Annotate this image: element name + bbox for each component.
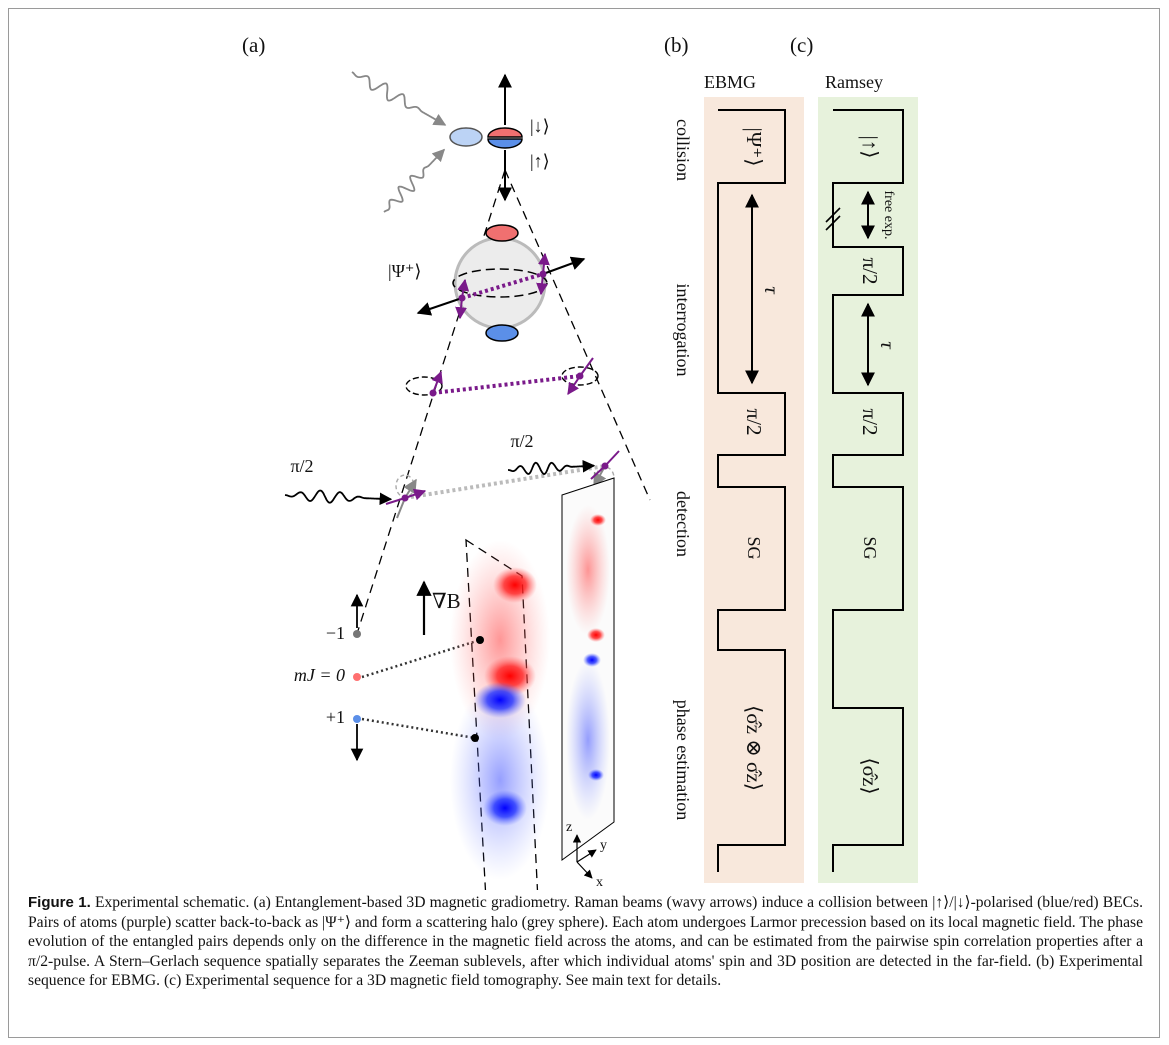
atom (459, 295, 466, 302)
pulse-label: π/2 (290, 456, 313, 476)
bec (450, 128, 482, 146)
wave (352, 72, 440, 122)
arrow (438, 121, 445, 125)
level (353, 673, 361, 681)
atom (577, 373, 584, 380)
pair-link (433, 376, 580, 393)
block-label: π/2 (858, 409, 882, 436)
detection-image (450, 478, 614, 890)
atom (402, 495, 409, 502)
raman-beams (352, 72, 445, 212)
cloud (566, 505, 610, 635)
panel-title: EBMG (704, 72, 756, 92)
bec-down (486, 225, 518, 241)
atom (430, 390, 437, 397)
state-label: |Ψ⁺⟩ (388, 261, 421, 281)
bec-up (486, 325, 518, 341)
page: Figure 1 { "figure": { "panel_a": { "lab… (0, 0, 1169, 1045)
axis-label: y (600, 838, 607, 853)
atom (471, 734, 479, 742)
block-label: π/2 (858, 258, 882, 285)
atom (476, 636, 484, 644)
panel-label: (a) (242, 33, 265, 57)
axis (577, 862, 592, 878)
cloud (483, 790, 527, 826)
body: (a) |↓⟩ |↑⟩ |Ψ⁺⟩ π/2 π/2 −1 (0, 0, 1169, 1045)
cloud (493, 567, 537, 603)
halo (455, 238, 545, 328)
wave (508, 463, 588, 474)
block-label: |↑⟩ (858, 136, 882, 159)
block-label: SG (744, 536, 764, 559)
axis-label: z (566, 820, 572, 835)
block-label: |Ψ⁺⟩ (742, 128, 766, 167)
cloud (583, 653, 601, 667)
level (353, 630, 361, 638)
arrow (439, 150, 445, 156)
wave (384, 154, 440, 212)
stage-label: phase estimation (673, 700, 693, 820)
panel-label: (c) (790, 33, 813, 57)
state-label: |↑⟩ (530, 151, 550, 171)
cloud (566, 660, 610, 820)
bec-up (488, 139, 522, 148)
panel-label: (b) (664, 33, 689, 57)
block-label: free exp. (881, 191, 896, 240)
block-label: SG (860, 536, 880, 559)
bec-down (488, 128, 522, 137)
atom (540, 271, 547, 278)
stage-label: collision (673, 119, 693, 181)
level-label: mJ = 0 (294, 665, 345, 685)
level (353, 715, 361, 723)
cloud (587, 628, 605, 642)
block-label: ⟨σ̂z⟩ (858, 757, 882, 794)
level-label: −1 (326, 623, 345, 643)
figure: (a) |↓⟩ |↑⟩ |Ψ⁺⟩ π/2 π/2 −1 (0, 0, 1169, 890)
level-label: +1 (326, 707, 345, 727)
block-label: ⟨σ̂z ⊗ σ̂z⟩ (742, 705, 766, 791)
pulse-label: π/2 (510, 431, 533, 451)
block-label: π/2 (742, 409, 766, 436)
cloud (474, 682, 526, 718)
panel-title: Ramsey (825, 72, 883, 92)
axis-label: x (596, 875, 603, 890)
wave (285, 491, 385, 503)
cloud (588, 769, 604, 781)
caption-label: Figure 1. (28, 894, 91, 911)
atom (602, 463, 609, 470)
caption: Figure 1. Experimental schematic. (a) En… (28, 893, 1143, 991)
stage-label: detection (673, 491, 693, 557)
axis (577, 850, 596, 862)
state-label: |↓⟩ (530, 116, 550, 136)
stage-label: interrogation (673, 284, 693, 377)
arrow (418, 298, 462, 313)
caption-text: Experimental schematic. (a) Entanglement… (28, 894, 1143, 989)
arrow (543, 259, 584, 274)
cloud (590, 514, 606, 526)
